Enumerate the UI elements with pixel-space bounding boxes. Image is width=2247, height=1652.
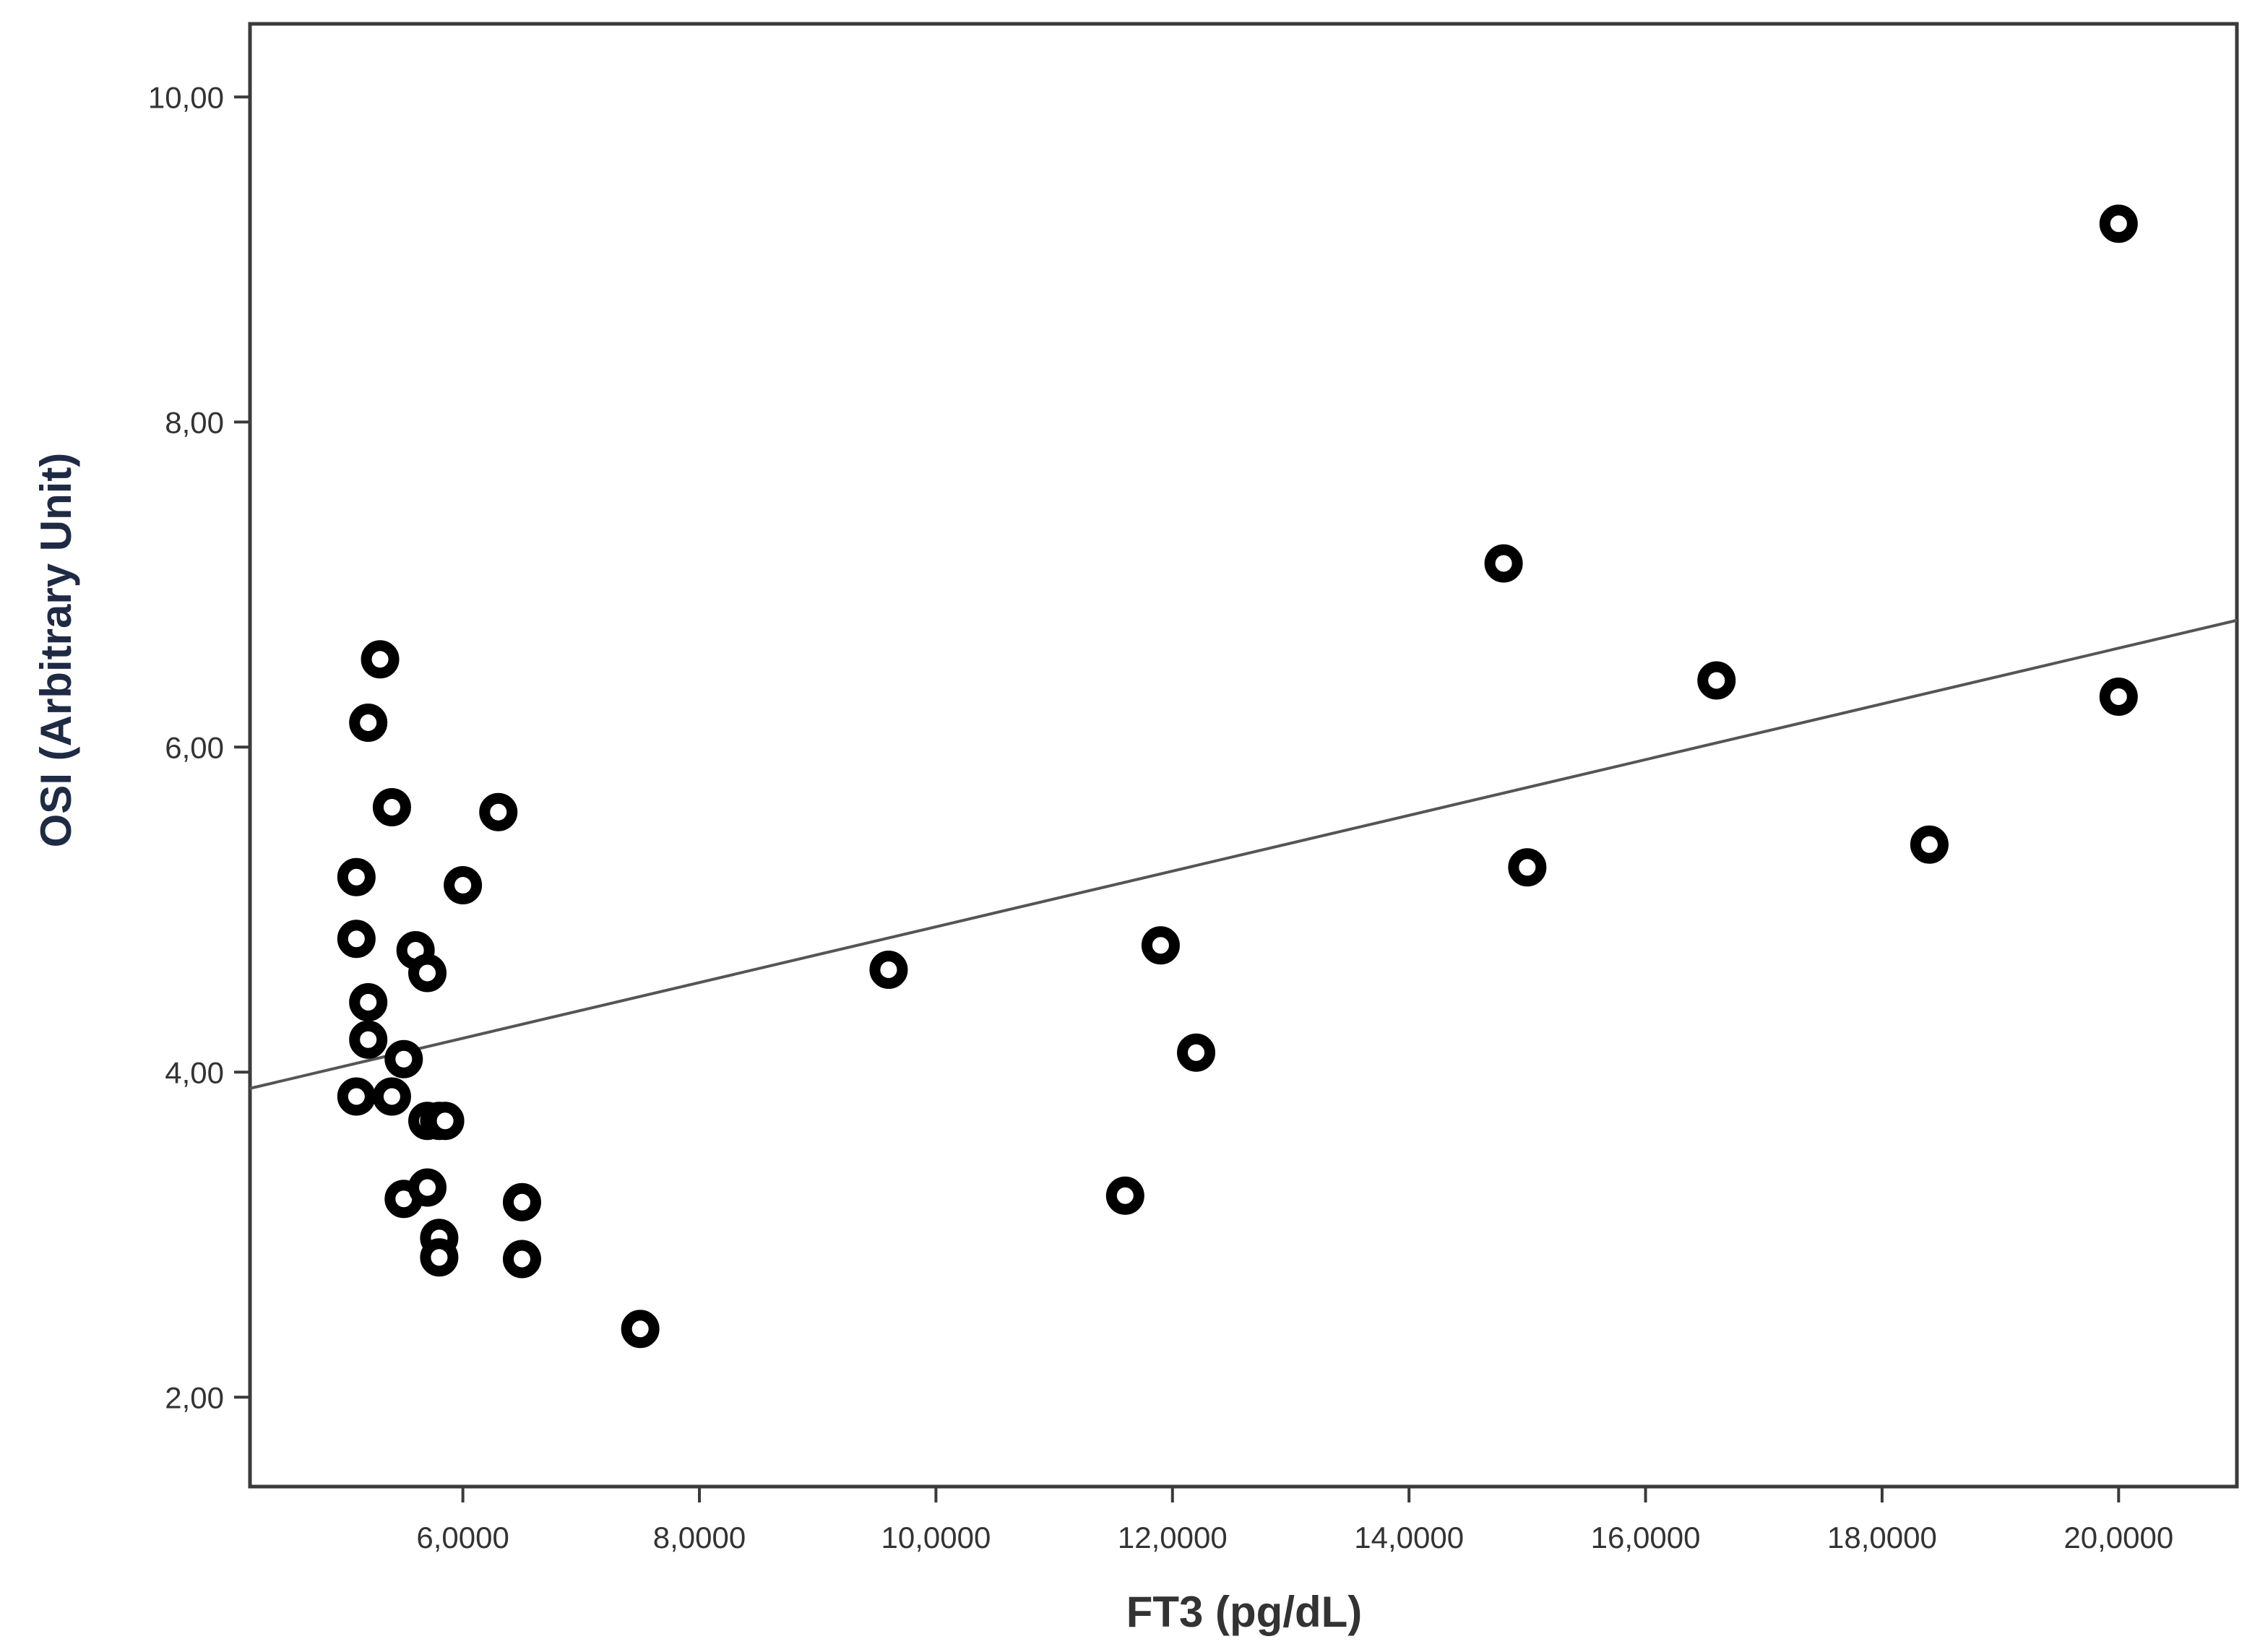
data-point bbox=[1177, 1033, 1216, 1072]
data-point bbox=[2099, 678, 2138, 716]
y-tick-label: 10,00 bbox=[148, 80, 224, 114]
x-tick-label: 18,0000 bbox=[1827, 1521, 1937, 1554]
y-tick-label: 2,00 bbox=[165, 1380, 224, 1414]
data-point bbox=[372, 1077, 411, 1116]
plot-frame bbox=[248, 22, 2239, 1489]
y-tick-label: 4,00 bbox=[165, 1055, 224, 1089]
data-point bbox=[384, 1039, 423, 1078]
data-point bbox=[408, 953, 447, 993]
y-tick-label: 6,00 bbox=[165, 730, 224, 764]
data-point bbox=[444, 866, 483, 904]
y-tick-label: 8,00 bbox=[165, 405, 224, 439]
x-tick-label: 10,0000 bbox=[881, 1521, 991, 1554]
data-point bbox=[372, 788, 411, 826]
data-point bbox=[621, 1310, 660, 1349]
data-point bbox=[502, 1182, 541, 1221]
data-point bbox=[479, 792, 518, 831]
data-point bbox=[337, 857, 376, 896]
data-point bbox=[502, 1240, 541, 1279]
data-point bbox=[420, 1238, 459, 1277]
data-point bbox=[2099, 204, 2138, 243]
data-point bbox=[349, 1020, 388, 1059]
data-point bbox=[1141, 926, 1180, 965]
data-point bbox=[337, 920, 376, 959]
x-tick-label: 20,0000 bbox=[2063, 1521, 2173, 1554]
y-axis: 2,00 4,00 6,00 8,00 10,00 bbox=[148, 80, 250, 1414]
data-point bbox=[1484, 544, 1523, 583]
data-points bbox=[337, 204, 2138, 1349]
data-point bbox=[1508, 848, 1547, 887]
data-point bbox=[426, 1102, 465, 1141]
data-point bbox=[349, 704, 388, 742]
x-axis: 6,0000 8,0000 10,0000 12,0000 14,0000 16,0000… bbox=[416, 1487, 2173, 1554]
x-axis-title: FT3 (pg/dL) bbox=[1126, 1588, 1363, 1636]
data-point bbox=[349, 983, 388, 1021]
x-tick-label: 16,0000 bbox=[1591, 1521, 1701, 1554]
data-point bbox=[1697, 661, 1736, 700]
data-point bbox=[869, 951, 908, 989]
y-axis-title: OSI (Arbitrary Unit) bbox=[32, 453, 80, 848]
x-tick-label: 12,0000 bbox=[1118, 1521, 1228, 1554]
x-tick-label: 14,0000 bbox=[1354, 1521, 1464, 1554]
data-point bbox=[1910, 825, 1949, 864]
data-point bbox=[361, 640, 400, 679]
data-point bbox=[1105, 1176, 1144, 1215]
data-point bbox=[337, 1077, 376, 1116]
x-tick-label: 8,0000 bbox=[653, 1521, 746, 1554]
x-tick-label: 6,0000 bbox=[416, 1521, 509, 1554]
regression-line bbox=[249, 618, 2238, 1090]
data-point bbox=[408, 1168, 447, 1207]
